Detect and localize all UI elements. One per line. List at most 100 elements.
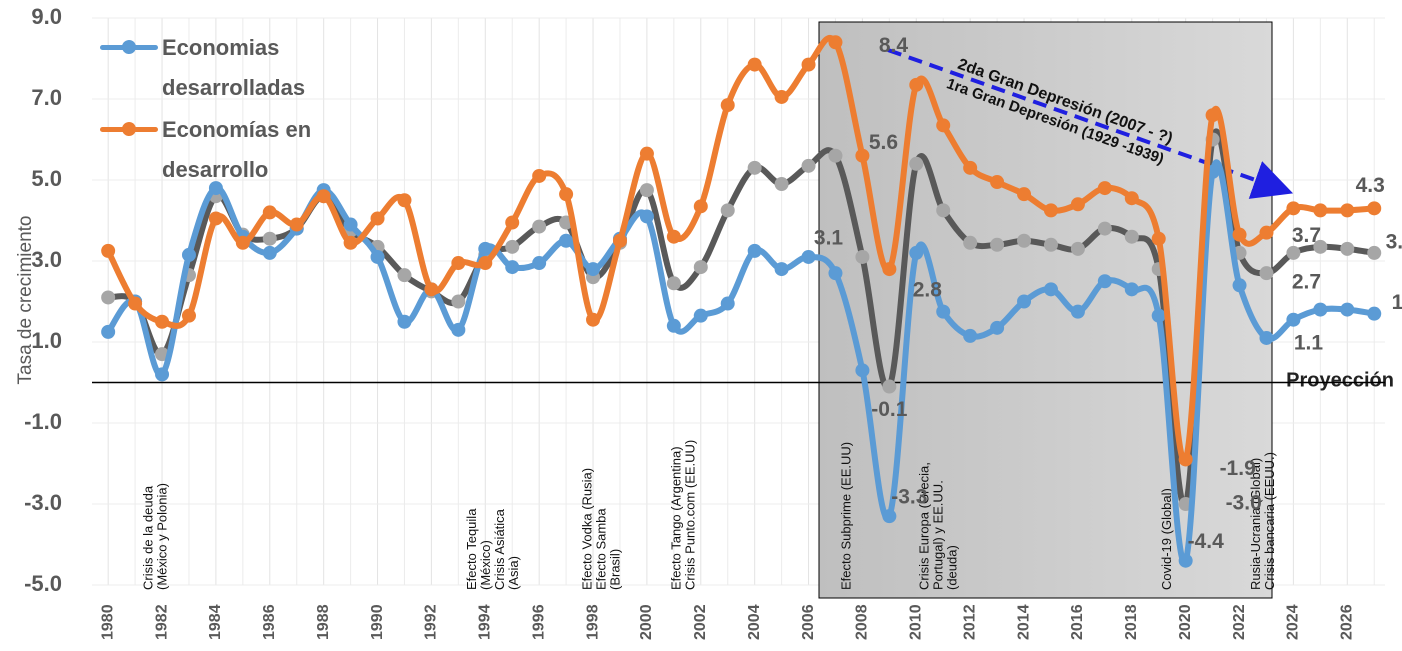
data-point [1259,330,1274,345]
x-tick-label: 1992 [423,604,440,640]
crisis-annotation: Crisis Europa (Grecia, [916,462,931,590]
data-point [343,217,358,232]
data-point [1097,274,1112,289]
data-point [1232,227,1247,242]
data-point [208,181,223,196]
x-tick-label: 2002 [692,604,709,640]
data-point [990,175,1005,190]
data-point [666,276,681,291]
data-point [666,318,681,333]
crisis-annotation: (deuda) [944,545,959,590]
x-tick-label: 2020 [1177,604,1194,640]
data-label: 3.1 [814,226,844,249]
data-point [289,217,304,232]
data-point [451,294,466,309]
crisis-annotation: Crisis Asiática [492,508,507,590]
y-tick-label: -1.0 [24,409,62,434]
data-point [397,314,412,329]
y-tick-label: 1.0 [31,328,62,353]
data-point [1340,203,1355,218]
data-point [828,266,843,281]
data-point [693,199,708,214]
data-point [532,256,547,271]
data-point [1205,108,1220,123]
data-point [397,193,412,208]
legend-item: Economias desarrolladas [100,28,352,108]
data-point [720,296,735,311]
data-point [1313,302,1328,317]
x-tick-label: 2012 [961,604,978,640]
data-point [855,148,870,163]
data-point [1043,203,1058,218]
crisis-annotation: Efecto Samba [594,508,609,590]
y-axis-label: Tasa de crecimiento [15,216,36,385]
data-point [882,509,897,524]
legend-marker [122,122,136,136]
data-point [828,35,843,50]
x-tick-label: 2008 [854,604,871,640]
data-point [505,260,520,275]
data-point [1097,221,1112,236]
data-point [1367,306,1382,321]
crisis-annotation: (Asia) [506,556,521,590]
data-point [801,57,816,72]
x-tick-label: 1996 [530,604,547,640]
data-point [1124,191,1139,206]
data-label: -3.0 [1226,492,1262,515]
data-label: -4.4 [1188,530,1225,553]
data-point [1070,197,1085,212]
data-label: 8.4 [879,34,909,57]
y-tick-label: 9.0 [31,4,62,29]
data-point [1259,225,1274,240]
x-tick-label: 2004 [746,604,763,640]
data-point [1017,294,1032,309]
data-point [181,308,196,323]
data-point [828,148,843,163]
x-tick-label: 2010 [908,604,925,640]
data-point [936,118,951,133]
projection-label: Proyección [1286,369,1394,391]
x-tick-label: 1988 [315,604,332,640]
data-point [639,146,654,161]
crisis-annotation: (México y Polonia) [155,483,170,590]
data-point [774,177,789,192]
crisis-annotation: Efecto Vodka (Rusia) [580,468,595,590]
data-point [505,215,520,230]
x-tick-label: 2018 [1123,604,1140,640]
data-point [424,282,439,297]
data-point [990,237,1005,252]
data-point [559,233,574,248]
data-point [963,328,978,343]
crisis-annotation: Crisis Punto.com (EE.UU) [683,440,698,590]
data-point [478,256,493,271]
data-label: 3.7 [1292,224,1321,247]
data-point [559,187,574,202]
data-point [1151,308,1166,323]
crisis-annotation: Efecto Tango (Argentina) [669,446,684,590]
data-point [397,268,412,283]
y-tick-label: 3.0 [31,247,62,272]
data-point [936,304,951,319]
data-point [936,203,951,218]
x-tick-label: 1990 [369,604,386,640]
legend-marker [122,40,136,54]
crisis-annotation: Efecto Tequila [464,508,479,590]
data-point [882,379,897,394]
data-point [155,314,170,329]
crisis-annotation: Rusia-Ucrania (Global) [1248,458,1263,590]
data-point [1124,282,1139,297]
data-point [262,231,277,246]
crisis-annotation: Covid-19 (Global) [1159,488,1174,590]
data-point [1097,181,1112,196]
data-point [505,239,520,254]
data-point [262,245,277,260]
x-tick-label: 2022 [1231,604,1248,640]
y-tick-label: -5.0 [24,571,62,596]
data-label: 2.8 [913,279,943,302]
data-label: 4.3 [1356,174,1385,197]
data-point [1151,231,1166,246]
data-point [1043,282,1058,297]
data-point [720,98,735,113]
data-point [262,205,277,220]
